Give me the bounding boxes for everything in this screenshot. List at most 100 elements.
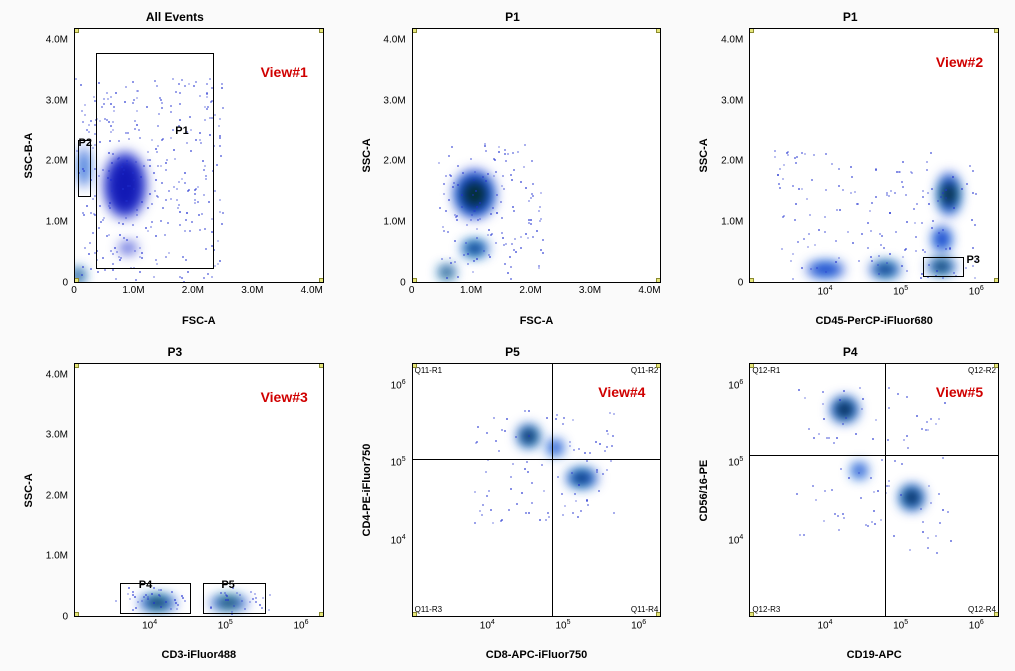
view-tag: View#2 — [936, 54, 983, 70]
corner-handle[interactable] — [994, 612, 999, 617]
corner-handle[interactable] — [656, 278, 661, 283]
x-tick: 0 — [409, 285, 415, 296]
gate-label-P2: P2 — [79, 137, 92, 149]
gate-label-P1: P1 — [175, 125, 188, 137]
quadrant-line-h[interactable] — [413, 459, 661, 460]
y-tick: 106 — [728, 379, 743, 391]
y-ticks: 104105106 — [695, 363, 745, 618]
y-tick: 106 — [391, 379, 406, 391]
gate-P4[interactable] — [120, 583, 191, 614]
panel-D: P3SSC-ACD3-iFluor48810410510601.0M2.0M3.… — [20, 345, 330, 662]
density-cloud — [843, 408, 846, 411]
density-cloud — [446, 272, 448, 273]
y-ticks: 01.0M2.0M3.0M4.0M — [20, 28, 70, 283]
y-tick: 2.0M — [46, 156, 68, 167]
y-ticks: 104105106 — [358, 363, 408, 618]
corner-handle[interactable] — [749, 612, 754, 617]
x-ticks: 01.0M2.0M3.0M4.0M — [74, 285, 324, 299]
corner-handle[interactable] — [412, 363, 417, 368]
y-tick: 105 — [391, 457, 406, 469]
y-tick: 3.0M — [46, 430, 68, 441]
x-tick: 104 — [817, 285, 832, 297]
corner-handle[interactable] — [319, 28, 324, 33]
x-ticks: 104105106 — [412, 619, 662, 633]
corner-handle[interactable] — [412, 28, 417, 33]
x-tick: 1.0M — [122, 285, 144, 296]
x-tick: 2.0M — [182, 285, 204, 296]
gate-P1[interactable] — [96, 53, 214, 269]
corner-handle[interactable] — [994, 28, 999, 33]
x-tick: 104 — [480, 619, 495, 631]
quadrant-label: Q11-R2 — [631, 366, 658, 375]
plot-title: All Events — [20, 10, 330, 24]
corner-handle[interactable] — [74, 363, 79, 368]
quadrant-label: Q11-R3 — [415, 605, 442, 614]
corner-handle[interactable] — [319, 278, 324, 283]
corner-handle[interactable] — [412, 612, 417, 617]
x-tick: 2.0M — [519, 285, 541, 296]
x-tick: 105 — [893, 285, 908, 297]
x-axis-label: CD3-iFluor488 — [74, 649, 324, 661]
y-ticks: 01.0M2.0M3.0M4.0M — [358, 28, 408, 283]
corner-handle[interactable] — [994, 363, 999, 368]
gate-P3[interactable] — [923, 257, 964, 276]
x-axis-label: FSC-A — [412, 315, 662, 327]
corner-handle[interactable] — [319, 363, 324, 368]
plot-title: P5 — [358, 345, 668, 359]
quadrant-line-v[interactable] — [552, 364, 553, 617]
x-tick: 4.0M — [301, 285, 323, 296]
corner-handle[interactable] — [994, 278, 999, 283]
x-axis-label: CD8-APC-iFluor750 — [412, 649, 662, 661]
corner-handle[interactable] — [319, 612, 324, 617]
y-tick: 1.0M — [383, 216, 405, 227]
x-axis-label: FSC-A — [74, 315, 324, 327]
x-tick: 4.0M — [638, 285, 660, 296]
x-axis-label: CD19-APC — [749, 649, 999, 661]
corner-handle[interactable] — [749, 363, 754, 368]
plot-area — [412, 28, 662, 283]
corner-handle[interactable] — [749, 278, 754, 283]
quadrant-line-h[interactable] — [750, 455, 998, 456]
y-tick: 104 — [728, 534, 743, 546]
corner-handle[interactable] — [74, 28, 79, 33]
density-cloud — [948, 192, 951, 197]
quadrant-label: Q11-R4 — [631, 605, 658, 614]
plot-title: P4 — [695, 345, 1005, 359]
view-tag: View#4 — [598, 384, 645, 400]
y-tick: 2.0M — [383, 156, 405, 167]
view-tag: View#1 — [261, 64, 308, 80]
plot-area: P3 View#2 — [749, 28, 999, 283]
x-ticks: 104105106 — [749, 285, 999, 299]
x-ticks: 104105106 — [749, 619, 999, 633]
plot-title: P3 — [20, 345, 330, 359]
x-tick: 105 — [218, 619, 233, 631]
density-cloud — [811, 264, 840, 275]
y-tick: 0 — [400, 277, 406, 288]
view-tag: View#3 — [261, 389, 308, 405]
corner-handle[interactable] — [656, 28, 661, 33]
density-cloud — [467, 244, 482, 253]
corner-handle[interactable] — [656, 363, 661, 368]
y-tick: 1.0M — [46, 216, 68, 227]
panel-F: P4CD56/16-PECD19-APC104105106104105106Q1… — [695, 345, 1005, 662]
y-tick: 1.0M — [721, 216, 743, 227]
x-tick: 1.0M — [460, 285, 482, 296]
y-tick: 4.0M — [46, 369, 68, 380]
gate-label-P4: P4 — [139, 579, 152, 591]
gate-label-P3: P3 — [966, 254, 979, 266]
y-tick: 2.0M — [46, 490, 68, 501]
panel-E: P5CD4-PE-iFluor750CD8-APC-iFluor75010410… — [358, 345, 668, 662]
x-ticks: 104105106 — [74, 619, 324, 633]
panel-B: P1SSC-AFSC-A01.0M2.0M3.0M4.0M01.0M2.0M3.… — [358, 10, 668, 327]
corner-handle[interactable] — [74, 612, 79, 617]
plot-title: P1 — [695, 10, 1005, 24]
corner-handle[interactable] — [412, 278, 417, 283]
flow-cytometry-grid: All EventsSSC-B-AFSC-A01.0M2.0M3.0M4.0M0… — [0, 0, 1015, 671]
y-ticks: 01.0M2.0M3.0M4.0M — [695, 28, 745, 283]
corner-handle[interactable] — [74, 278, 79, 283]
y-tick: 0 — [62, 612, 68, 623]
quadrant-line-v[interactable] — [885, 364, 886, 617]
corner-handle[interactable] — [656, 612, 661, 617]
corner-handle[interactable] — [749, 28, 754, 33]
x-tick: 3.0M — [579, 285, 601, 296]
